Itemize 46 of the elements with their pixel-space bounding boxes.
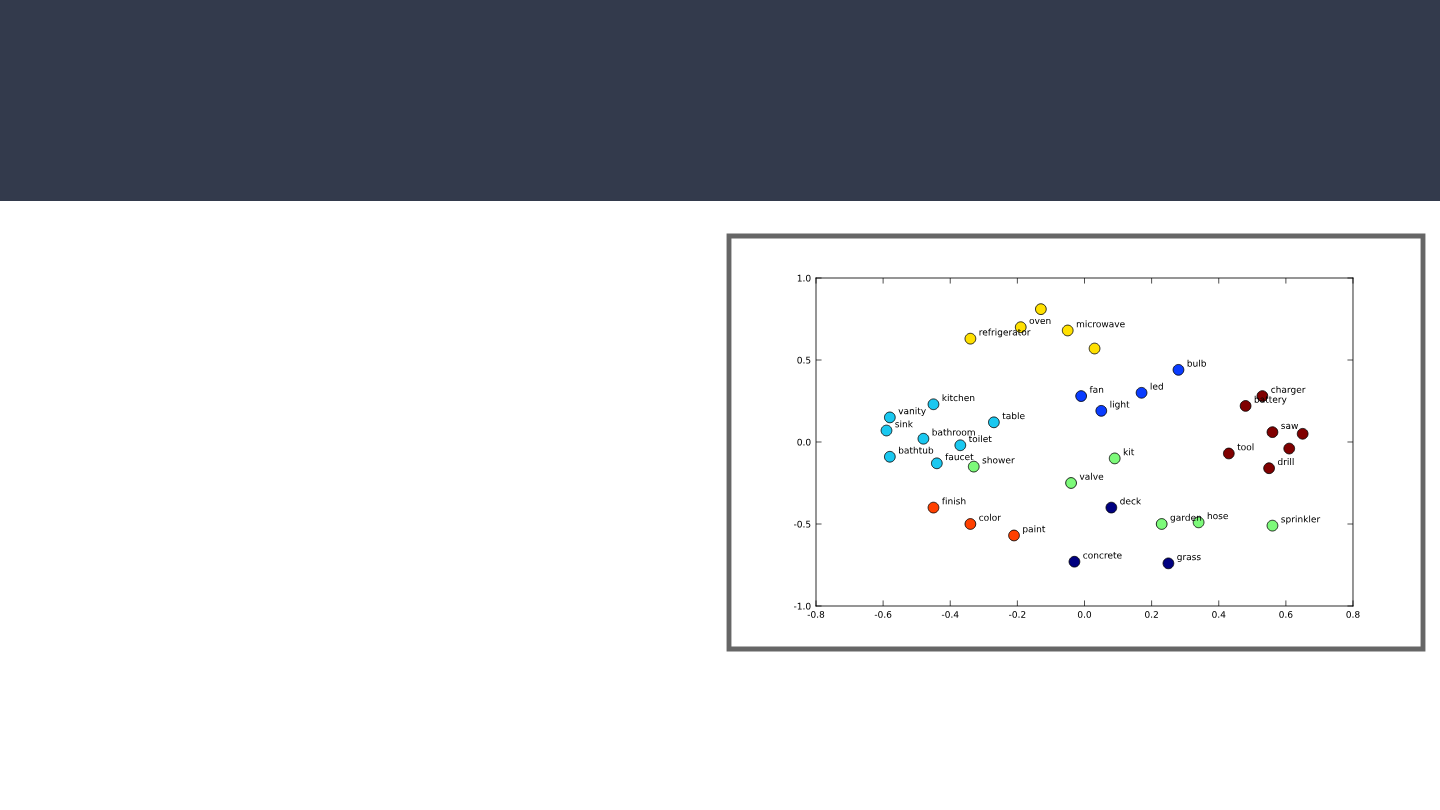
x-tick-label: -0.8 [807,611,825,618]
annotation: fan [1089,385,1104,393]
annotation: hose [1207,512,1228,520]
annotation: saw [1281,423,1299,430]
annotation: garden [1170,513,1202,523]
annotation: bathroom [932,428,975,436]
y-tick-label: -1.0 [793,602,811,610]
annotation: microwave [1076,320,1125,328]
x-tick-label: -0.6 [874,611,892,618]
annotation: deck [1120,497,1142,505]
annotation: bulb [1187,359,1207,367]
annotation: valve [1079,472,1104,480]
annotation: faucet [945,453,974,461]
annotation: concrete [1083,552,1122,559]
x-tick-label: 0.0 [1077,611,1092,618]
annotation: grass [1177,555,1201,562]
annotation: battery [1254,395,1287,405]
annotation: shower [982,456,1015,464]
annotation: charger [1271,385,1306,395]
annotation: color [979,513,1001,521]
annotation: kit [1123,448,1135,456]
y-tick-label: 0.5 [797,356,811,364]
y-tick-label: 1.0 [797,274,811,282]
annotation: sprinkler [1281,515,1321,525]
annotation: led [1150,382,1163,390]
x-tick-label: -0.4 [941,611,959,618]
annotation: light [1110,400,1130,410]
annotation: bathtub [898,446,934,454]
x-tick-label: 0.8 [1346,611,1360,618]
x-tick-label: -0.2 [1009,611,1026,618]
annotation: table [1002,412,1025,420]
annotation: kitchen [942,394,975,402]
annotation: paint [1023,525,1046,535]
annotation: drill [1277,458,1294,466]
y-tick-label: -0.5 [793,520,811,528]
x-tick-label: 0.4 [1212,611,1226,618]
annotation: refrigerator [979,328,1031,338]
y-tick-label: 0.0 [797,438,811,446]
x-tick-label: 0.6 [1279,611,1293,618]
annotation: tool [1237,443,1254,451]
annotation: vanity [898,407,926,417]
x-tick-label: 0.2 [1145,611,1158,618]
annotation: finish [942,497,966,505]
annotation: sink [895,420,913,428]
annotation: toilet [968,435,992,443]
annotation: oven [1029,318,1051,325]
